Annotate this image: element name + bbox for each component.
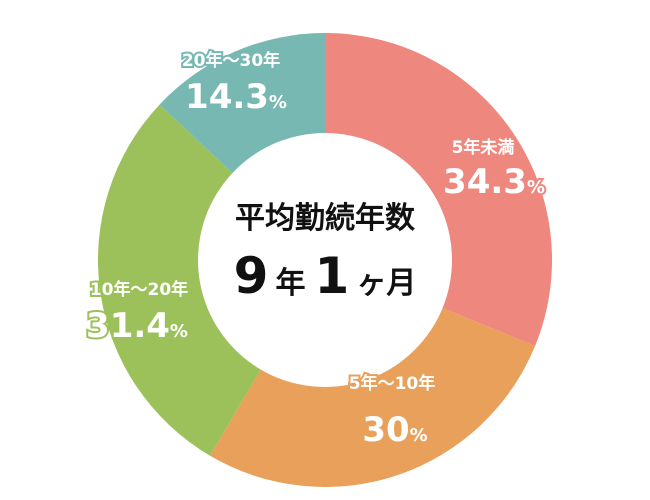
slice-unit: % (410, 425, 428, 446)
center-months-value: 1 (315, 247, 350, 305)
slice-value: 30 (362, 410, 409, 450)
slice-label-value: 31.4% (86, 306, 188, 346)
slice-label-name: 5年～10年 (349, 373, 436, 394)
center-value: 9 年 1 ヶ月 (234, 247, 417, 305)
center-months-unit: ヶ月 (356, 266, 416, 301)
center-years-value: 9 (234, 247, 269, 305)
slice-unit: % (527, 177, 545, 198)
center-years-unit: 年 (275, 266, 305, 301)
slice-labels: 5年未満 34.3% 5年～10年 30% 10年～20年 31.4% 20年～… (84, 48, 547, 452)
slice-label-value: 14.3% (185, 77, 287, 117)
slice-value: 14.3 (185, 77, 269, 117)
slice-value: 31.4 (86, 306, 170, 346)
slice-label-name: 5年未満 (452, 137, 515, 158)
slice-value: 34.3 (443, 162, 527, 202)
slice-unit: % (170, 321, 188, 342)
slice-label-name: 10年～20年 (90, 279, 188, 300)
center-summary: 平均勤続年数 9 年 1 ヶ月 (234, 201, 417, 305)
slice-label-value: 30% (362, 410, 427, 450)
donut-hole (198, 133, 452, 387)
slice-label-name: 20年～30年 (182, 50, 280, 71)
slice-label-value: 34.3% (443, 162, 545, 202)
slice-unit: % (269, 92, 287, 113)
center-title: 平均勤続年数 (235, 201, 416, 236)
